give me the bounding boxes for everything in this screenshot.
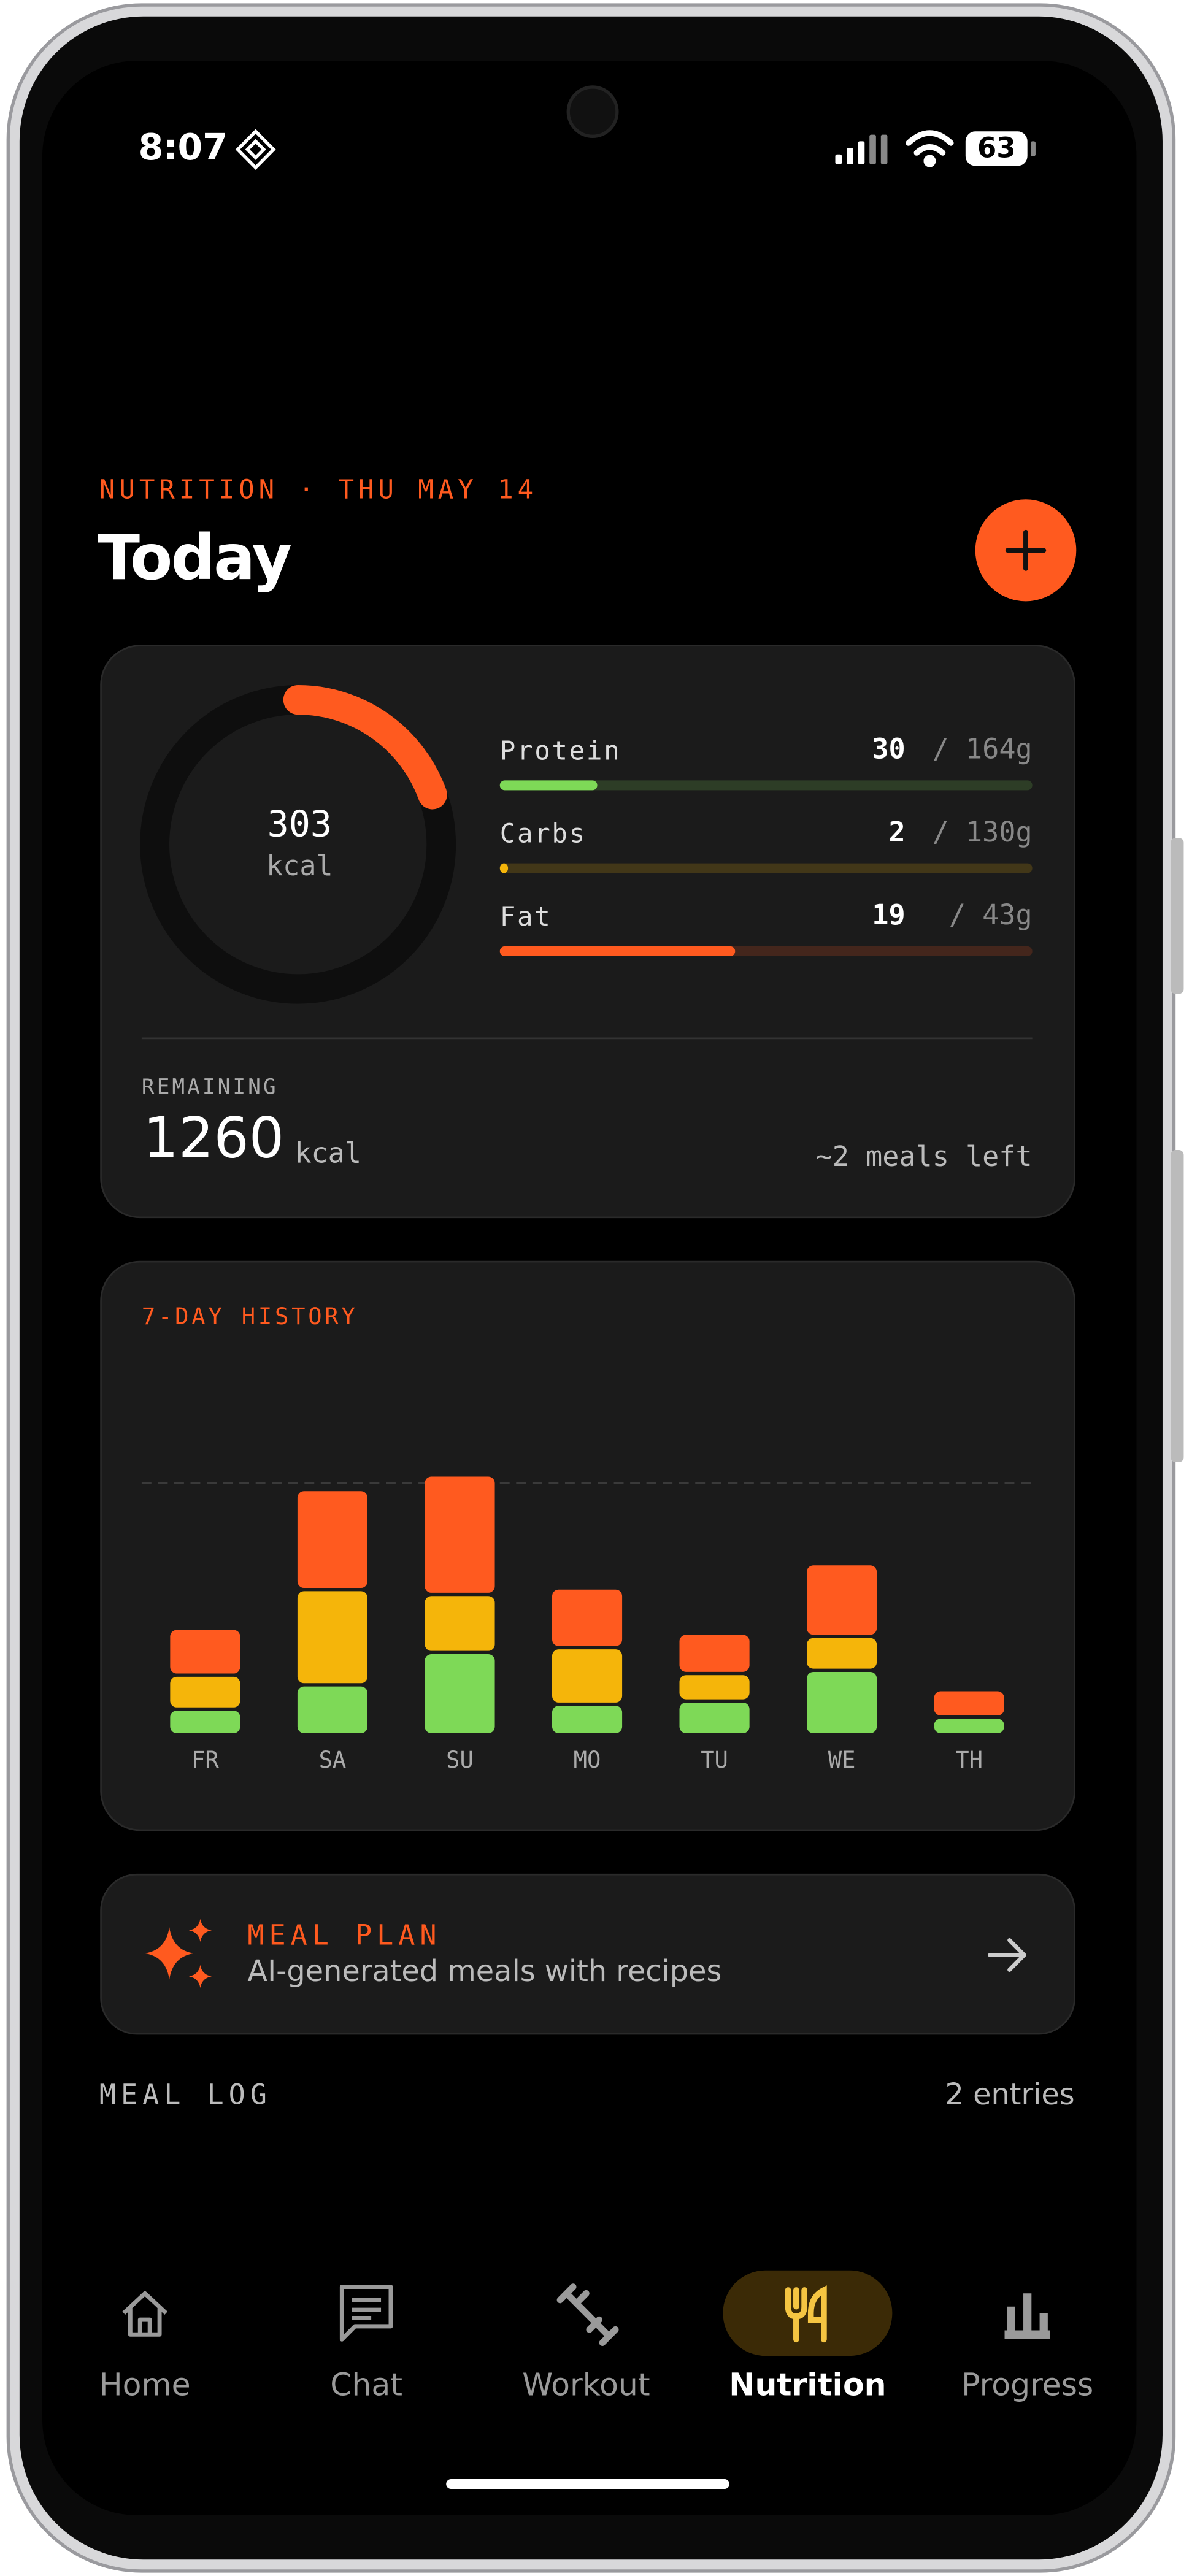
bar-segment (552, 1589, 623, 1646)
macro-track (499, 863, 1033, 873)
nav-item[interactable]: Progress (961, 2293, 1093, 2403)
macro-bar (499, 780, 598, 791)
bottom-nav: Home Chat Workout Nutrition Progress (99, 2270, 1093, 2403)
nav-label: Chat (330, 2366, 402, 2402)
nav-icon (122, 2291, 168, 2337)
bar-segment (934, 1719, 1004, 1733)
bar-segment (297, 1491, 368, 1589)
bar-segment (807, 1565, 877, 1635)
bar-segment (425, 1476, 495, 1593)
macro-label: Carbs (500, 818, 587, 849)
nav-active-pill (723, 2270, 893, 2356)
summary-card (100, 645, 1075, 1219)
nav-icon (785, 2285, 827, 2343)
x-tick-label: FR (191, 1746, 219, 1773)
meal-plan-title: MEAL PLAN (247, 1919, 441, 1951)
bar-segment (170, 1711, 240, 1733)
nav-icon (556, 2283, 619, 2346)
remaining-label: REMAINING (142, 1075, 279, 1099)
x-tick-label: WE (828, 1746, 856, 1773)
wifi-icon (906, 130, 954, 167)
nav-item[interactable]: Workout (522, 2283, 650, 2403)
remaining-unit: kcal (294, 1137, 361, 1169)
nav-item[interactable]: Home (99, 2291, 191, 2403)
signal-icon (835, 134, 888, 164)
bar-segment (934, 1691, 1004, 1715)
add-button[interactable] (975, 499, 1077, 602)
consumed-value: 303 (267, 803, 332, 845)
macro-label: Protein (500, 735, 621, 766)
nav-label: Home (99, 2366, 191, 2402)
bar-segment (425, 1654, 495, 1733)
status-time: 8:07 (139, 126, 228, 168)
meal-plan-subtitle: AI-generated meals with recipes (247, 1954, 721, 1988)
macro-value: 30 (872, 732, 905, 765)
meal-plan-card[interactable] (100, 1873, 1075, 2035)
home-indicator (446, 2478, 729, 2490)
macro-value: 19 (872, 899, 905, 931)
page-title: Today (98, 521, 291, 594)
bar-segment (679, 1675, 750, 1700)
nav-icon (1004, 2293, 1050, 2339)
bar-segment (679, 1635, 750, 1672)
bar-segment (425, 1596, 495, 1651)
battery-cap (1030, 141, 1036, 156)
macro-goal: / 130g (933, 816, 1033, 848)
bar-segment (170, 1676, 240, 1708)
status-icon (235, 129, 276, 171)
eyebrow: NUTRITION · THU MAY 14 (99, 474, 537, 505)
macro-value: 2 (888, 816, 905, 848)
nav-icon (339, 2285, 393, 2342)
macro-bar (499, 863, 509, 873)
bar-segment (552, 1649, 623, 1703)
x-tick-label: TH (955, 1746, 983, 1773)
bar-segment (807, 1671, 877, 1733)
bar-segment (170, 1630, 240, 1674)
x-tick-label: SA (319, 1746, 347, 1773)
remaining-value: 1260 (144, 1106, 285, 1170)
bar-segment (552, 1706, 623, 1733)
meal-log-count: 2 entries (945, 2077, 1074, 2112)
x-tick-label: TU (701, 1746, 728, 1773)
consumed-unit: kcal (266, 849, 333, 882)
x-tick-label: SU (446, 1746, 474, 1773)
meals-left: ~2 meals left (816, 1140, 1033, 1173)
macro-goal: / 43g (949, 899, 1033, 931)
battery-icon (965, 131, 1028, 166)
chart-title: 7-DAY HISTORY (142, 1303, 358, 1330)
nav-item[interactable]: Chat (330, 2285, 402, 2403)
battery-level: 63 (977, 131, 1016, 164)
x-tick-label: MO (574, 1746, 601, 1773)
nav-label: Nutrition (729, 2366, 886, 2402)
nav-label: Workout (522, 2366, 650, 2402)
bar-segment (297, 1686, 368, 1733)
bar-segment (297, 1591, 368, 1684)
camera (566, 85, 619, 138)
macro-track (499, 780, 1033, 791)
macro-label: Fat (500, 902, 552, 932)
macros: Protein 30 / 164g Carbs 2 / 130g Fat 19 / 43g (499, 732, 1033, 956)
bar-segment (679, 1702, 750, 1733)
chart: FR SA SU MO TU WE TH (141, 1476, 1033, 1773)
macro-bar (499, 946, 736, 956)
side-button (1171, 1150, 1184, 1462)
history-card (100, 1260, 1075, 1831)
nav-label: Progress (961, 2366, 1093, 2402)
nav-item[interactable]: Nutrition (723, 2270, 893, 2403)
macro-goal: / 164g (933, 732, 1033, 765)
calorie-ring (283, 684, 447, 810)
bar-segment (807, 1638, 877, 1669)
side-button (1171, 838, 1184, 994)
meal-log-title: MEAL LOG (99, 2078, 272, 2110)
